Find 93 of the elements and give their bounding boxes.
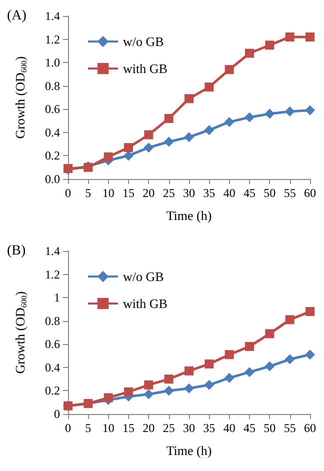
point [184, 132, 194, 142]
x-tick-label: 55 [284, 186, 296, 200]
y-tick-label: 1.2 [45, 267, 60, 282]
point [306, 307, 314, 316]
x-tick-label: 25 [162, 421, 175, 435]
point [224, 372, 234, 383]
y-tick-label: 1.0 [45, 56, 60, 70]
y-tick-label: 0.2 [45, 384, 60, 398]
point [144, 389, 154, 400]
x-tick-label: 20 [142, 421, 155, 435]
y-tick-label: 0.6 [45, 337, 60, 352]
point [244, 112, 254, 122]
point [184, 383, 194, 394]
x-tick-label: 35 [203, 186, 216, 200]
y-axis-title: Growth (OD600) [12, 291, 28, 374]
x-tick-label: 0 [65, 421, 71, 435]
point [124, 150, 134, 161]
y-tick-label: 1.4 [45, 9, 60, 23]
point [144, 142, 154, 153]
x-tick-label: 30 [183, 186, 195, 200]
point [285, 32, 294, 42]
x-tick-label: 40 [223, 186, 236, 200]
y-tick-label: 0.2 [45, 148, 60, 163]
point [104, 152, 113, 162]
point [164, 114, 174, 123]
x-tick-label: 5 [85, 186, 92, 200]
x-axis-title: Time (h) [166, 208, 212, 223]
point [124, 143, 133, 152]
point [245, 342, 254, 351]
x-tick-label: 30 [183, 421, 195, 435]
chart-title: (A) [7, 8, 27, 24]
x-tick-label: 20 [142, 186, 155, 200]
point [265, 329, 274, 338]
point [245, 48, 254, 58]
x-tick-label: 35 [203, 421, 216, 435]
point [305, 105, 315, 116]
y-tick-label: 0.4 [45, 125, 60, 140]
x-tick-label: 0 [65, 186, 71, 200]
point [284, 354, 295, 364]
point [305, 350, 315, 360]
x-tick-label: 10 [102, 186, 114, 200]
point [264, 108, 275, 119]
y-tick-label: 1.2 [45, 32, 60, 46]
point [124, 387, 133, 396]
point [224, 65, 234, 74]
x-tick-label: 5 [85, 421, 92, 435]
x-tick-label: 15 [122, 186, 134, 200]
y-tick-label: 0.8 [45, 78, 60, 93]
point [224, 350, 234, 360]
point [164, 136, 174, 147]
point [164, 374, 174, 384]
legend-label: with GB [123, 296, 168, 311]
point [244, 367, 254, 378]
point [265, 40, 274, 50]
point [144, 380, 154, 390]
legend-label: w/o GB [123, 34, 164, 49]
point [224, 116, 234, 127]
point [284, 106, 295, 116]
point [184, 366, 194, 376]
legend-label: with GB [123, 61, 168, 76]
y-tick-label: 0.6 [45, 102, 60, 116]
point [184, 94, 194, 104]
y-tick-label: 0 [54, 407, 60, 421]
y-tick-label: 0.0 [45, 172, 60, 186]
point [204, 82, 214, 92]
y-tick-label: 0.8 [45, 314, 60, 328]
point [164, 386, 174, 396]
point [204, 359, 214, 368]
x-tick-label: 25 [162, 186, 175, 200]
point [264, 361, 275, 372]
x-tick-label: 45 [244, 186, 256, 200]
y-tick-label: 1.4 [45, 244, 60, 258]
y-tick-label: 1 [54, 290, 60, 305]
x-tick-label: 50 [264, 186, 276, 200]
point [204, 125, 214, 136]
x-tick-label: 45 [244, 421, 256, 435]
y-tick-label: 0.4 [45, 360, 60, 374]
x-tick-label: 60 [304, 186, 316, 200]
x-tick-label: 60 [304, 421, 316, 435]
point [144, 130, 154, 140]
legend-label: w/o GB [123, 269, 164, 284]
y-axis-title: Growth (OD600) [12, 56, 28, 139]
x-tick-label: 10 [102, 421, 114, 435]
x-tick-label: 40 [223, 421, 236, 435]
x-tick-label: 15 [122, 421, 134, 435]
x-axis-title: Time (h) [166, 443, 212, 458]
point [285, 315, 294, 324]
point [204, 380, 214, 390]
x-tick-label: 55 [284, 421, 296, 435]
point [104, 393, 113, 402]
chart-title: (B) [7, 244, 26, 258]
point [306, 32, 314, 42]
x-tick-label: 50 [264, 421, 276, 435]
